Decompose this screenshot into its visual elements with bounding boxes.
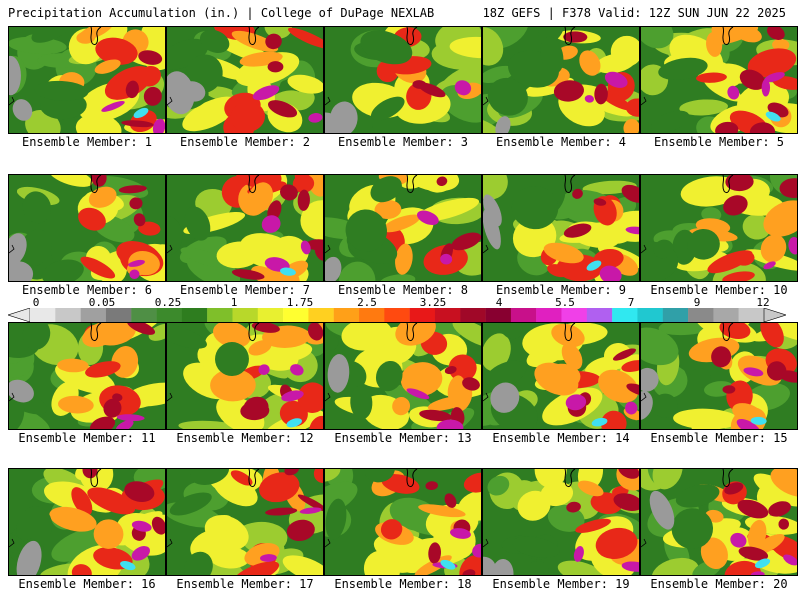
precipitation-colorbar	[8, 308, 786, 322]
colorbar-segment	[207, 308, 233, 322]
member-caption-8: Ensemble Member: 8	[337, 283, 469, 297]
colorbar-tick-label: 1	[230, 296, 238, 309]
member-map-15	[640, 322, 798, 430]
member-map-7	[166, 174, 324, 282]
member-map-2	[166, 26, 324, 134]
model-run-info: 18Z GEFS | F378 Valid: 12Z SUN JUN 22 20…	[482, 6, 786, 20]
member-caption-1: Ensemble Member: 1	[21, 135, 153, 149]
member-caption-18: Ensemble Member: 18	[334, 577, 472, 591]
member-map-3	[324, 26, 482, 134]
colorbar-segment	[510, 308, 537, 322]
member-map-11	[8, 322, 166, 430]
colorbar-segment	[30, 308, 56, 322]
colorbar-segment	[131, 308, 157, 322]
member-caption-20: Ensemble Member: 20	[650, 577, 788, 591]
member-map-12	[166, 322, 324, 430]
colorbar-tick-label: 0.25	[154, 296, 182, 309]
colorbar-segment	[485, 308, 512, 322]
member-map-6	[8, 174, 166, 282]
colorbar-segment	[409, 308, 436, 322]
colorbar-segment	[384, 308, 410, 322]
map-title: Precipitation Accumulation (in.) | Colle…	[8, 6, 435, 20]
member-map-14	[482, 322, 640, 430]
member-caption-6: Ensemble Member: 6	[21, 283, 153, 297]
colorbar-segment	[283, 308, 309, 322]
colorbar-arrow-min	[8, 308, 31, 322]
colorbar-segment	[333, 308, 360, 322]
colorbar-tick-label: 2.5	[357, 296, 377, 309]
member-map-10	[640, 174, 798, 282]
colorbar-segment	[637, 308, 663, 322]
member-map-13	[324, 322, 482, 430]
colorbar-segment	[156, 308, 183, 322]
colorbar-tick-label: 0.05	[88, 296, 116, 309]
member-map-1	[8, 26, 166, 134]
member-caption-9: Ensemble Member: 9	[495, 283, 627, 297]
member-caption-15: Ensemble Member: 15	[650, 431, 788, 445]
member-caption-19: Ensemble Member: 19	[492, 577, 630, 591]
member-caption-16: Ensemble Member: 16	[18, 577, 156, 591]
colorbar-segment	[662, 308, 689, 322]
colorbar-tick-label: 1.75	[286, 296, 314, 309]
colorbar-arrow-max	[763, 308, 786, 322]
member-caption-11: Ensemble Member: 11	[18, 431, 156, 445]
colorbar-tick-label: 7	[627, 296, 635, 309]
colorbar-segment	[738, 308, 765, 322]
colorbar-segment	[55, 308, 81, 322]
member-map-18	[324, 468, 482, 576]
colorbar-tick-label: 5.5	[555, 296, 575, 309]
member-caption-5: Ensemble Member: 5	[653, 135, 785, 149]
colorbar-segment	[257, 308, 284, 322]
colorbar-segment	[688, 308, 714, 322]
colorbar-segment	[232, 308, 258, 322]
colorbar-tick-label: 0	[32, 296, 40, 309]
colorbar-tick-label: 12	[756, 296, 770, 309]
member-caption-4: Ensemble Member: 4	[495, 135, 627, 149]
member-caption-12: Ensemble Member: 12	[176, 431, 314, 445]
member-caption-3: Ensemble Member: 3	[337, 135, 469, 149]
member-map-4	[482, 26, 640, 134]
colorbar-segment	[434, 308, 461, 322]
member-map-8	[324, 174, 482, 282]
member-map-17	[166, 468, 324, 576]
colorbar-segment	[359, 308, 385, 322]
member-caption-10: Ensemble Member: 10	[650, 283, 788, 297]
colorbar-segment	[561, 308, 588, 322]
colorbar-tick-label: 9	[693, 296, 701, 309]
colorbar-segment	[460, 308, 486, 322]
member-caption-17: Ensemble Member: 17	[176, 577, 314, 591]
member-caption-13: Ensemble Member: 13	[334, 431, 472, 445]
colorbar-segment	[713, 308, 739, 322]
colorbar-segment	[181, 308, 208, 322]
member-map-19	[482, 468, 640, 576]
member-caption-2: Ensemble Member: 2	[179, 135, 311, 149]
colorbar-segment	[612, 308, 638, 322]
colorbar-segment	[105, 308, 132, 322]
colorbar-segment	[586, 308, 613, 322]
member-caption-7: Ensemble Member: 7	[179, 283, 311, 297]
member-map-20	[640, 468, 798, 576]
member-map-9	[482, 174, 640, 282]
colorbar-segment	[80, 308, 107, 322]
colorbar-tick-label: 3.25	[419, 296, 447, 309]
colorbar-segment	[308, 308, 334, 322]
colorbar-tick-label: 4	[495, 296, 503, 309]
member-caption-14: Ensemble Member: 14	[492, 431, 630, 445]
member-map-16	[8, 468, 166, 576]
member-map-5	[640, 26, 798, 134]
colorbar-segment	[536, 308, 562, 322]
